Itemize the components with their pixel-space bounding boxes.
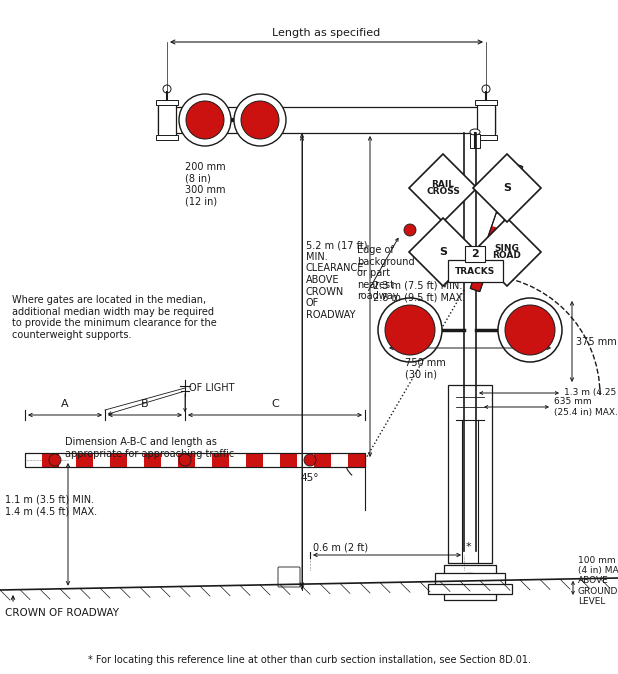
Text: * For locating this reference line at other than curb section installation, see : * For locating this reference line at ot… <box>88 655 530 665</box>
Text: RAIL: RAIL <box>431 180 454 189</box>
Polygon shape <box>280 453 297 467</box>
Text: OF LIGHT: OF LIGHT <box>189 383 234 393</box>
Polygon shape <box>348 453 365 467</box>
Text: 45°: 45° <box>301 473 320 483</box>
Text: CROSS: CROSS <box>426 187 460 196</box>
Polygon shape <box>496 201 510 216</box>
FancyBboxPatch shape <box>278 567 300 587</box>
Ellipse shape <box>470 129 480 135</box>
Bar <box>158 107 495 133</box>
Polygon shape <box>42 453 59 467</box>
Text: 100 mm
(4 in) MAX.
ABOVE
GROUND
LEVEL: 100 mm (4 in) MAX. ABOVE GROUND LEVEL <box>578 555 618 606</box>
Circle shape <box>179 454 191 466</box>
Text: Where gates are located in the median,
additional median width may be required
t: Where gates are located in the median, a… <box>12 295 217 340</box>
Bar <box>156 100 178 105</box>
Polygon shape <box>488 226 501 241</box>
Text: TRACKS: TRACKS <box>455 266 495 276</box>
Polygon shape <box>473 154 541 222</box>
Text: Edge of
background
or part
nearest
roadway: Edge of background or part nearest roadw… <box>357 245 415 301</box>
Text: 750 mm
(30 in): 750 mm (30 in) <box>405 358 446 379</box>
Text: S: S <box>439 247 447 257</box>
Polygon shape <box>409 154 477 222</box>
Bar <box>448 260 503 282</box>
Bar <box>475 135 497 140</box>
Circle shape <box>505 305 555 355</box>
Text: A: A <box>61 399 69 409</box>
Text: 375 mm (15 in): 375 mm (15 in) <box>576 336 618 346</box>
Bar <box>435 573 505 587</box>
Circle shape <box>49 454 61 466</box>
Circle shape <box>186 101 224 139</box>
Polygon shape <box>470 163 523 292</box>
Text: Dimension A-B-C and length as
appropriate for approaching traffic: Dimension A-B-C and length as appropriat… <box>65 437 234 458</box>
Text: *: * <box>466 542 472 552</box>
Polygon shape <box>479 251 493 267</box>
Polygon shape <box>178 453 195 467</box>
Polygon shape <box>212 453 229 467</box>
Bar <box>465 246 485 262</box>
Text: ROAD: ROAD <box>493 251 522 260</box>
Circle shape <box>378 298 442 362</box>
Text: 635 mm
(25.4 in) MAX.: 635 mm (25.4 in) MAX. <box>554 397 618 417</box>
Text: S: S <box>503 183 511 193</box>
Polygon shape <box>470 276 484 292</box>
Text: 1.3 m (4.25 ft) MAX.: 1.3 m (4.25 ft) MAX. <box>564 388 618 398</box>
Polygon shape <box>409 218 477 286</box>
Circle shape <box>179 94 231 146</box>
Ellipse shape <box>452 574 488 591</box>
Bar <box>428 584 512 594</box>
Text: B: B <box>141 399 149 409</box>
Polygon shape <box>25 453 365 467</box>
Polygon shape <box>246 453 263 467</box>
Circle shape <box>498 298 562 362</box>
Bar <box>448 385 492 563</box>
Text: 2: 2 <box>471 249 479 259</box>
Text: SING: SING <box>494 244 520 253</box>
Circle shape <box>234 94 286 146</box>
Circle shape <box>163 85 171 93</box>
Bar <box>444 565 496 600</box>
Bar <box>158 103 176 137</box>
Text: 0.6 m (2 ft): 0.6 m (2 ft) <box>313 542 368 552</box>
Text: 1.1 m (3.5 ft) MIN.
1.4 m (4.5 ft) MAX.: 1.1 m (3.5 ft) MIN. 1.4 m (4.5 ft) MAX. <box>5 495 97 516</box>
Text: 5.2 m (17 ft)
MIN.
CLEARANCE
ABOVE
CROWN
OF
ROADWAY: 5.2 m (17 ft) MIN. CLEARANCE ABOVE CROWN… <box>306 240 368 319</box>
Text: 200 mm
(8 in)
300 mm
(12 in): 200 mm (8 in) 300 mm (12 in) <box>185 162 226 207</box>
Circle shape <box>404 224 416 236</box>
Circle shape <box>241 101 279 139</box>
Polygon shape <box>473 218 541 286</box>
Circle shape <box>482 85 490 93</box>
Text: CROWN OF ROADWAY: CROWN OF ROADWAY <box>5 608 119 618</box>
Text: Length as specified: Length as specified <box>273 28 381 38</box>
Polygon shape <box>144 453 161 467</box>
Polygon shape <box>110 453 127 467</box>
Polygon shape <box>505 176 519 191</box>
Circle shape <box>304 454 316 466</box>
Bar <box>475 100 497 105</box>
Text: C: C <box>271 399 279 409</box>
Text: 2.3 m (7.5 ft) MIN.
2.8 m (9.5 ft) MAX.: 2.3 m (7.5 ft) MIN. 2.8 m (9.5 ft) MAX. <box>373 280 465 303</box>
Bar <box>156 135 178 140</box>
Polygon shape <box>76 453 93 467</box>
Circle shape <box>385 305 435 355</box>
Polygon shape <box>314 453 331 467</box>
Bar <box>477 103 495 137</box>
Bar <box>470 134 480 148</box>
